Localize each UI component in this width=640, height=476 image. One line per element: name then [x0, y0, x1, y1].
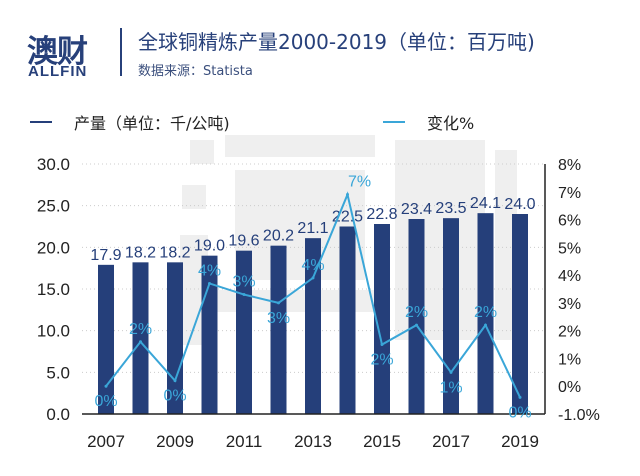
right-tick-label: 2% — [558, 324, 581, 341]
bar-data-label: 18.2 — [125, 244, 156, 261]
change-point — [380, 343, 384, 347]
right-tick-label: 8% — [558, 157, 581, 174]
legend-label: 变化% — [427, 114, 475, 133]
bar-data-label: 24.1 — [470, 195, 501, 212]
bar — [408, 219, 425, 414]
change-point — [277, 301, 280, 305]
x-tick-label: 2017 — [432, 432, 470, 451]
bar-data-label: 22.8 — [366, 206, 397, 223]
right-tick-label: 7% — [558, 185, 581, 202]
left-tick-label: 5.0 — [46, 363, 70, 382]
x-tick-label: 2009 — [156, 432, 194, 451]
change-data-label: 2% — [370, 352, 393, 369]
bar — [305, 238, 321, 414]
change-point — [311, 276, 315, 280]
change-data-label: 3% — [232, 274, 255, 291]
left-tick-label: 25.0 — [37, 197, 70, 216]
change-data-label: 2% — [129, 321, 152, 338]
bar — [512, 214, 528, 414]
left-tick-label: 20.0 — [37, 238, 70, 257]
change-data-label: 0% — [94, 393, 117, 410]
change-data-label: 0% — [163, 388, 186, 405]
change-point — [242, 293, 246, 297]
bar-data-label: 20.2 — [263, 228, 294, 245]
right-tick-label: 1% — [558, 351, 581, 368]
bar-data-label: 18.2 — [159, 244, 190, 261]
bar — [236, 250, 252, 414]
bar — [270, 245, 287, 414]
left-tick-label: 0.0 — [46, 405, 70, 424]
change-data-label: 2% — [474, 304, 497, 321]
bar — [443, 218, 459, 414]
left-tick-label: 10.0 — [37, 322, 70, 341]
bar — [132, 262, 149, 414]
change-point — [518, 395, 522, 399]
x-tick-label: 2013 — [294, 432, 332, 451]
change-point — [484, 323, 487, 327]
change-point — [415, 323, 418, 327]
bar — [339, 226, 356, 414]
bar-data-label: 21.1 — [297, 220, 328, 237]
chart-source: 数据来源：Statista — [138, 64, 253, 79]
bar-data-label: 19.0 — [194, 238, 225, 255]
legend-swatch-line — [383, 121, 405, 123]
bar-data-label: 24.0 — [504, 196, 535, 213]
chart-title: 全球铜精炼产量2000-2019（单位：百万吨) — [138, 30, 535, 54]
logo-cn: 澳财 — [27, 34, 88, 70]
bar — [374, 224, 390, 414]
change-point — [104, 384, 108, 388]
bar-data-label: 19.6 — [228, 233, 259, 250]
right-tick-label: 6% — [558, 213, 581, 230]
right-tick-label: 0% — [558, 379, 581, 396]
legend-label: 产量（单位：千/公吨) — [74, 114, 230, 133]
left-tick-label: 15.0 — [37, 280, 70, 299]
change-point — [139, 340, 142, 344]
change-point — [173, 379, 177, 383]
x-tick-label: 2019 — [501, 432, 539, 451]
change-data-label: 4% — [198, 262, 221, 279]
x-tick-label: 2015 — [363, 432, 401, 451]
change-data-label: 7% — [348, 174, 371, 191]
bar-data-label: 17.9 — [90, 247, 121, 264]
x-tick-label: 2011 — [226, 432, 263, 451]
x-tick-label: 2007 — [87, 432, 125, 451]
right-tick-label: 5% — [558, 240, 581, 257]
bar — [477, 213, 494, 414]
bar-data-label: 23.4 — [401, 201, 432, 218]
change-point — [208, 281, 211, 285]
legend-item-production: 产量（单位：千/公吨) — [30, 110, 230, 134]
change-point — [449, 370, 453, 374]
change-point — [346, 193, 349, 197]
change-data-label: 3% — [267, 310, 290, 327]
right-tick-label: 3% — [558, 296, 581, 313]
right-tick-label: 4% — [558, 268, 581, 285]
change-data-label: 4% — [301, 257, 324, 274]
change-data-label: 2% — [405, 304, 428, 321]
header-divider — [120, 28, 122, 76]
right-tick-label: -1.0% — [558, 407, 600, 424]
bar — [98, 264, 114, 414]
change-data-label: 1% — [439, 379, 462, 396]
legend-swatch-bar — [30, 121, 52, 123]
logo-en: ALLFIN — [28, 63, 88, 80]
legend-item-change: 变化% — [383, 110, 474, 134]
left-tick-label: 30.0 — [37, 155, 70, 174]
bar-data-label: 23.5 — [435, 200, 466, 217]
change-data-label: 0% — [508, 404, 531, 421]
